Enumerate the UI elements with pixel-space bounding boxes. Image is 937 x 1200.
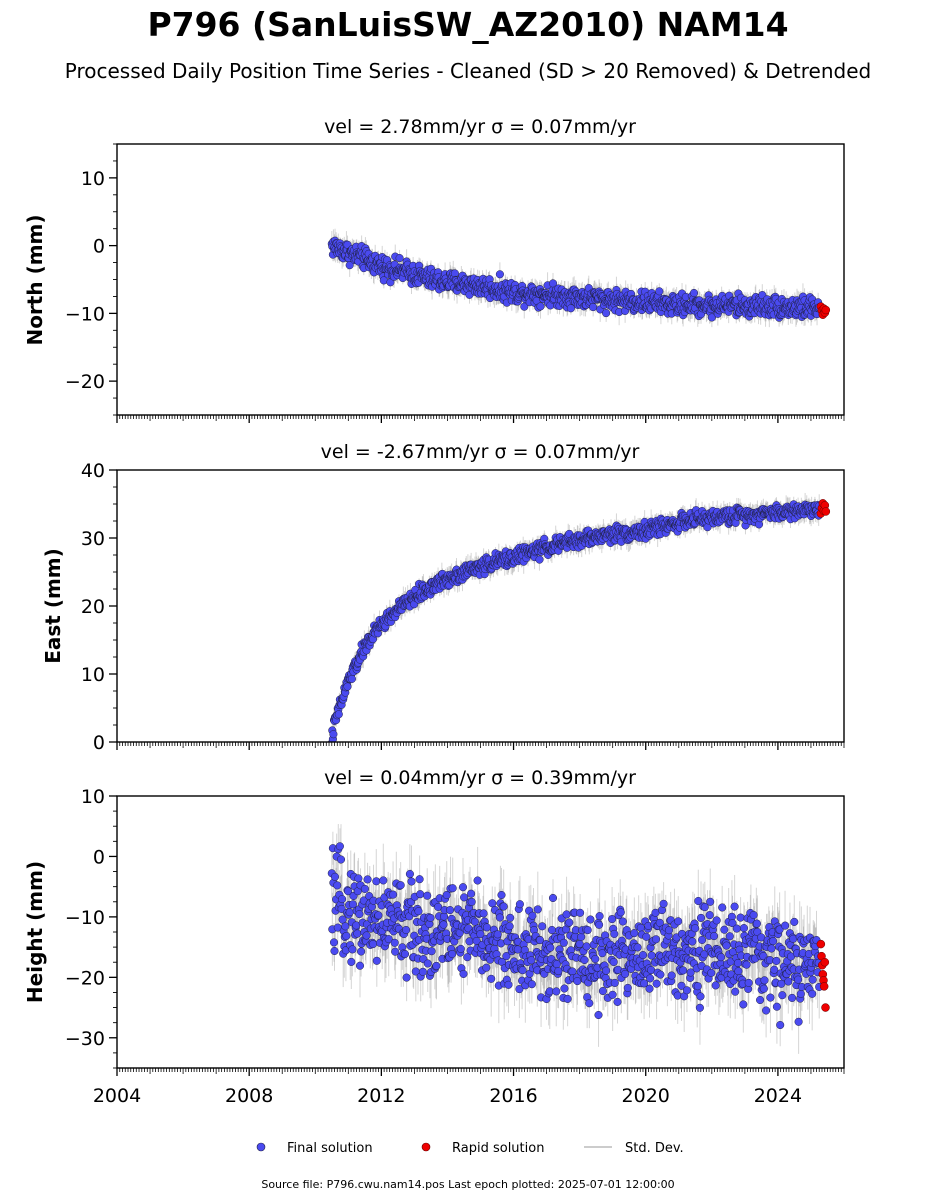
- ylabel-north: North (mm): [23, 214, 47, 345]
- final-point: [689, 288, 699, 298]
- y-tick-label: 10: [81, 168, 105, 190]
- plot-area-north: 10 0 −10 −20: [65, 143, 845, 423]
- ylabel-east: East (mm): [41, 548, 65, 664]
- y-tick-label: −20: [65, 371, 105, 393]
- panel-height: vel = 0.04mm/yr σ = 0.39mm/yr Height (mm…: [23, 767, 845, 1107]
- figure-subtitle: Processed Daily Position Time Series - C…: [65, 59, 871, 83]
- rapid-points-north: [816, 302, 831, 319]
- final-points-east: [327, 500, 824, 742]
- final-point: [334, 710, 343, 719]
- y-tick-label: 0: [93, 732, 105, 754]
- series-layer-east: [327, 492, 831, 742]
- final-point: [536, 302, 545, 311]
- y-tick-label: 20: [81, 596, 105, 618]
- final-points-north: [327, 236, 824, 322]
- y-tick-label: 0: [93, 236, 105, 258]
- final-point: [329, 730, 338, 739]
- panel-title-height: vel = 0.04mm/yr σ = 0.39mm/yr: [324, 767, 636, 789]
- final-point: [707, 313, 716, 322]
- panel-east: vel = -2.67mm/yr σ = 0.07mm/yr East (mm)…: [41, 441, 845, 754]
- rapid-point: [821, 507, 831, 516]
- panel-title-east: vel = -2.67mm/yr σ = 0.07mm/yr: [321, 441, 640, 463]
- y-tick-label: −10: [65, 303, 105, 325]
- y-tick-label: 10: [81, 664, 105, 686]
- final-point: [345, 261, 354, 270]
- y-tick-label: 40: [81, 460, 105, 482]
- final-point: [347, 674, 356, 683]
- rapid-point: [821, 305, 831, 315]
- series-layer-height: [327, 824, 830, 1054]
- y-tick-label: 30: [81, 528, 105, 550]
- figure-title: P796 (SanLuisSW_AZ2010) NAM14: [147, 5, 788, 44]
- final-point: [602, 309, 611, 318]
- panel-north: vel = 2.78mm/yr σ = 0.07mm/yr North (mm)…: [23, 116, 845, 423]
- final-point: [495, 270, 504, 279]
- final-point: [395, 254, 404, 263]
- ylabel-height: Height (mm): [23, 861, 47, 1003]
- stddev-bars-east: [331, 492, 820, 742]
- plot-area-east: 0 10 20 30 40: [81, 460, 845, 754]
- final-point: [343, 682, 352, 691]
- panel-title-north: vel = 2.78mm/yr σ = 0.07mm/yr: [324, 116, 636, 138]
- final-point: [589, 303, 598, 312]
- final-point: [655, 287, 664, 296]
- series-layer-north: [327, 228, 831, 328]
- final-point: [566, 304, 575, 313]
- rapid-points-east: [816, 499, 831, 518]
- final-point: [535, 555, 544, 564]
